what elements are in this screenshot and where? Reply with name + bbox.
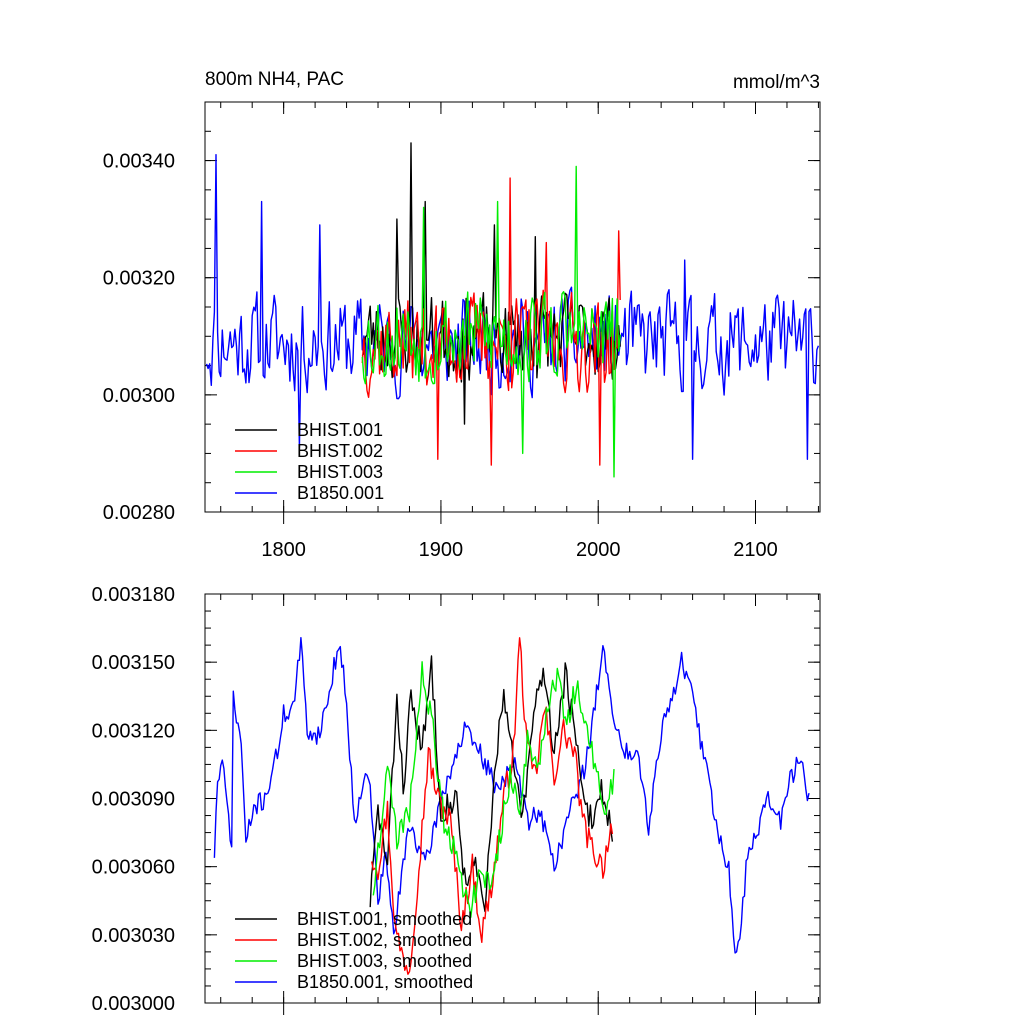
x-tick-label: 2100 bbox=[733, 539, 778, 561]
series-line-bhist-003 bbox=[361, 165, 621, 478]
y-tick-label: 0.003120 bbox=[92, 720, 175, 742]
y-tick-label: 0.003180 bbox=[92, 584, 175, 606]
y-tick-label: 0.00280 bbox=[103, 502, 175, 524]
legend-label: BHIST.002 bbox=[297, 441, 383, 461]
y-tick-label: 0.003150 bbox=[92, 652, 175, 674]
y-tick-label: 0.00300 bbox=[103, 385, 175, 407]
series-line-bhist-003-smoothed bbox=[372, 661, 615, 918]
legend-label: B1850.001, smoothed bbox=[297, 972, 473, 992]
y-tick-label: 0.00340 bbox=[103, 151, 175, 173]
y-tick-label: 0.003090 bbox=[92, 789, 175, 811]
legend-label: BHIST.001, smoothed bbox=[297, 909, 472, 929]
series-line-b1850-001-smoothed bbox=[213, 637, 810, 954]
y-tick-label: 0.003060 bbox=[92, 857, 175, 879]
y-tick-label: 0.003000 bbox=[92, 993, 175, 1015]
x-tick-label: 1800 bbox=[261, 539, 306, 561]
legend-label: B1850.001 bbox=[297, 483, 384, 503]
chart-title: 800m NH4, PAC bbox=[205, 69, 344, 90]
chart-units: mmol/m^3 bbox=[733, 72, 820, 93]
legend-label: BHIST.002, smoothed bbox=[297, 930, 472, 950]
x-tick-label: 1900 bbox=[419, 539, 464, 561]
y-tick-label: 0.00320 bbox=[103, 268, 175, 290]
series-line-bhist-002 bbox=[361, 177, 621, 466]
legend-label: BHIST.001 bbox=[297, 420, 383, 440]
y-tick-label: 0.003030 bbox=[92, 925, 175, 947]
legend-label: BHIST.003 bbox=[297, 462, 383, 482]
legend-label: BHIST.003, smoothed bbox=[297, 951, 472, 971]
x-tick-label: 2000 bbox=[576, 539, 621, 561]
series-line-bhist-002-smoothed bbox=[371, 637, 614, 975]
series-line-b1850-001 bbox=[205, 154, 820, 460]
